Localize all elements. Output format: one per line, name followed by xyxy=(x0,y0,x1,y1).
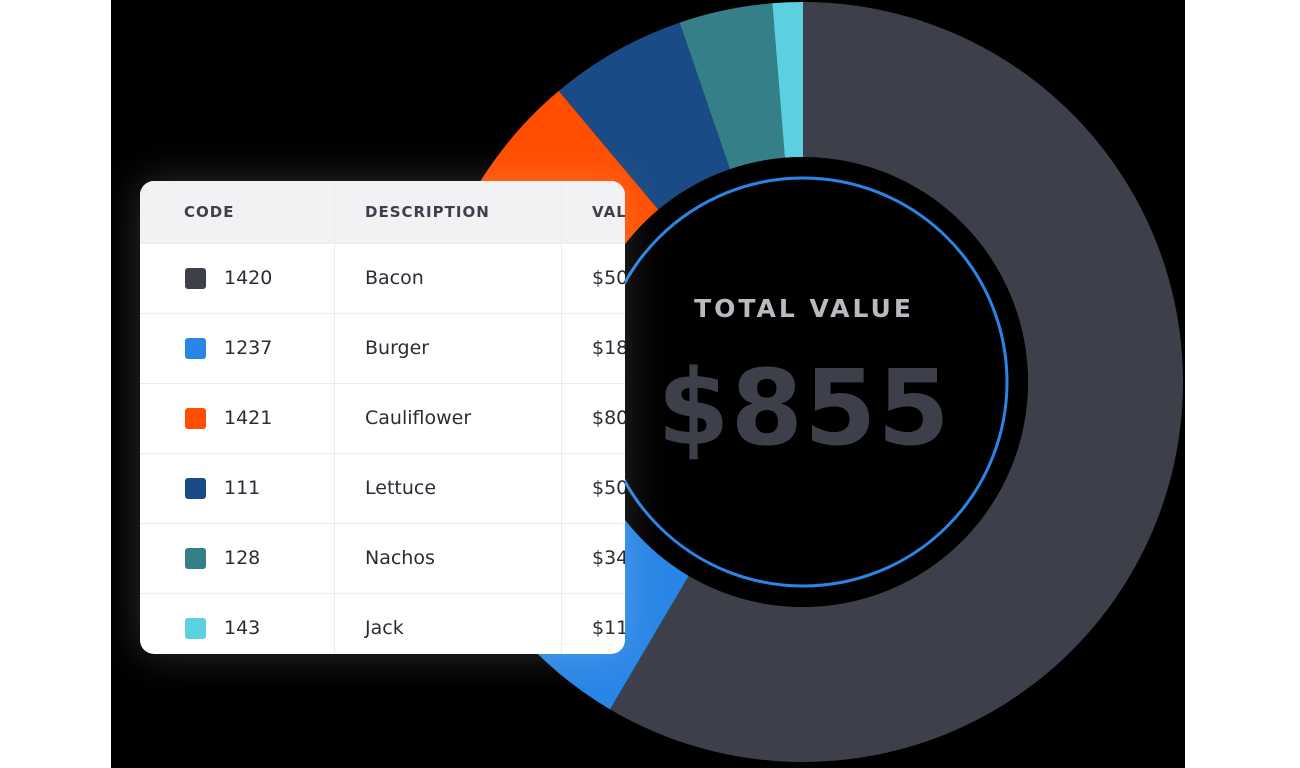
row-value: $80.00 xyxy=(561,382,625,453)
total-value-amount: $855 xyxy=(657,347,951,469)
row-code: 143 xyxy=(224,617,261,639)
table-row: 143 Jack $11.00 xyxy=(140,592,625,654)
row-value: $34.00 xyxy=(561,522,625,593)
row-value: $180.00 xyxy=(561,312,625,383)
header-description: DESCRIPTION xyxy=(334,181,562,243)
row-code: 1237 xyxy=(224,337,273,359)
row-code: 1421 xyxy=(224,407,273,429)
header-code: CODE xyxy=(184,202,235,221)
row-value: $500.00 xyxy=(561,242,625,313)
donut-slice-lettuce xyxy=(558,22,730,210)
donut-slice-bacon xyxy=(609,2,1183,762)
row-description: Lettuce xyxy=(334,452,562,523)
row-code: 128 xyxy=(224,547,261,569)
table-row: 1420 Bacon $500.00 xyxy=(140,242,625,313)
donut-hole xyxy=(578,157,1028,607)
row-description: Bacon xyxy=(334,242,562,313)
legend-table-card: CODE DESCRIPTION VALUE 1420 Bacon $500.0… xyxy=(140,181,625,654)
legend-swatch-jack xyxy=(185,617,206,639)
row-code: 111 xyxy=(224,477,261,499)
table-row: 1421 Cauliflower $80.00 xyxy=(140,382,625,453)
legend-table: CODE DESCRIPTION VALUE 1420 Bacon $500.0… xyxy=(140,181,625,654)
row-code: 1420 xyxy=(224,267,273,289)
row-description: Burger xyxy=(334,312,562,383)
row-description: Nachos xyxy=(334,522,562,593)
table-row: 1237 Burger $180.00 xyxy=(140,312,625,383)
row-value: $11.00 xyxy=(561,592,625,654)
table-header-row: CODE DESCRIPTION VALUE xyxy=(140,181,625,243)
header-value: VALUE xyxy=(561,181,625,243)
legend-swatch-nachos xyxy=(185,547,206,569)
donut-slice-nachos xyxy=(679,3,785,170)
donut-slice-jack xyxy=(772,2,803,158)
legend-swatch-burger xyxy=(185,337,206,359)
legend-swatch-lettuce xyxy=(185,477,206,499)
row-description: Jack xyxy=(334,592,562,654)
legend-swatch-bacon xyxy=(185,267,206,289)
table-row: 111 Lettuce $50.00 xyxy=(140,452,625,523)
row-value: $50.00 xyxy=(561,452,625,523)
row-description: Cauliflower xyxy=(334,382,562,453)
table-row: 128 Nachos $34.00 xyxy=(140,522,625,593)
legend-swatch-cauliflower xyxy=(185,407,206,429)
total-value-label: TOTAL VALUE xyxy=(694,294,914,323)
